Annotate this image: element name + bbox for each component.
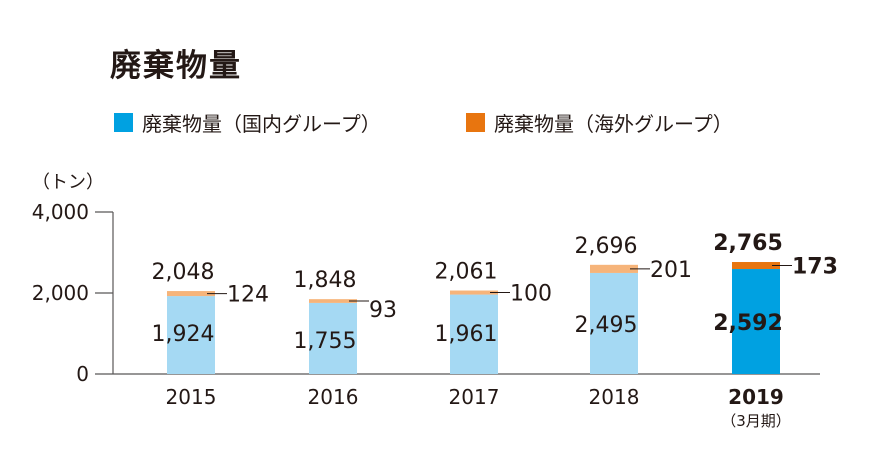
x-tick-label-2015: 2015 [166,385,217,409]
x-tick-note-2019: （3月期） [721,412,791,430]
total-label-2017: 2,061 [435,260,498,285]
total-label-2018: 2,696 [575,234,638,259]
bar-domestic-2017 [450,294,498,374]
bar-overseas-2017 [450,290,498,295]
bar-domestic-2019 [732,269,780,374]
x-tick-label-2016: 2016 [308,385,359,409]
domestic-label-2015: 1,924 [152,322,215,347]
legend-item-domestic: 廃棄物量（国内グループ） [114,108,381,137]
overseas-label-2018: 201 [650,258,692,283]
y-unit-label: （トン） [32,172,104,193]
domestic-label-2017: 1,961 [435,322,498,347]
domestic-label-2018: 2,495 [575,313,638,338]
x-tick-label-2019: 2019 [728,385,784,409]
y-tick-label: 2,000 [32,281,89,305]
bar-domestic-2016 [309,302,357,374]
overseas-label-2019: 173 [792,255,838,280]
bar-overseas-2018 [590,264,638,273]
bar-overseas-2016 [309,299,357,303]
bar-overseas-2019 [732,262,780,270]
legend-label-domestic: 廃棄物量（国内グループ） [142,112,381,136]
x-tick-label-2017: 2017 [449,385,500,409]
total-label-2019: 2,765 [713,231,783,256]
domestic-label-2016: 1,755 [294,329,357,354]
legend-swatch-domestic [114,113,133,132]
x-tick-label-2018: 2018 [589,385,640,409]
overseas-label-2016: 93 [369,298,397,323]
legend-item-overseas: 廃棄物量（海外グループ） [466,108,733,137]
overseas-label-2015: 124 [227,283,269,308]
domestic-label-2019: 2,592 [713,311,783,336]
bar-domestic-2018 [590,272,638,374]
overseas-label-2017: 100 [510,282,552,307]
total-label-2016: 1,848 [294,268,357,293]
total-label-2015: 2,048 [152,260,215,285]
legend-label-overseas: 廃棄物量（海外グループ） [494,112,733,136]
y-tick-label: 4,000 [32,200,89,224]
bar-overseas-2015 [167,291,215,297]
chart-title: 廃棄物量 [110,48,242,84]
y-tick-label: 0 [76,362,89,386]
legend-swatch-overseas [466,113,485,132]
bar-domestic-2015 [167,296,215,374]
